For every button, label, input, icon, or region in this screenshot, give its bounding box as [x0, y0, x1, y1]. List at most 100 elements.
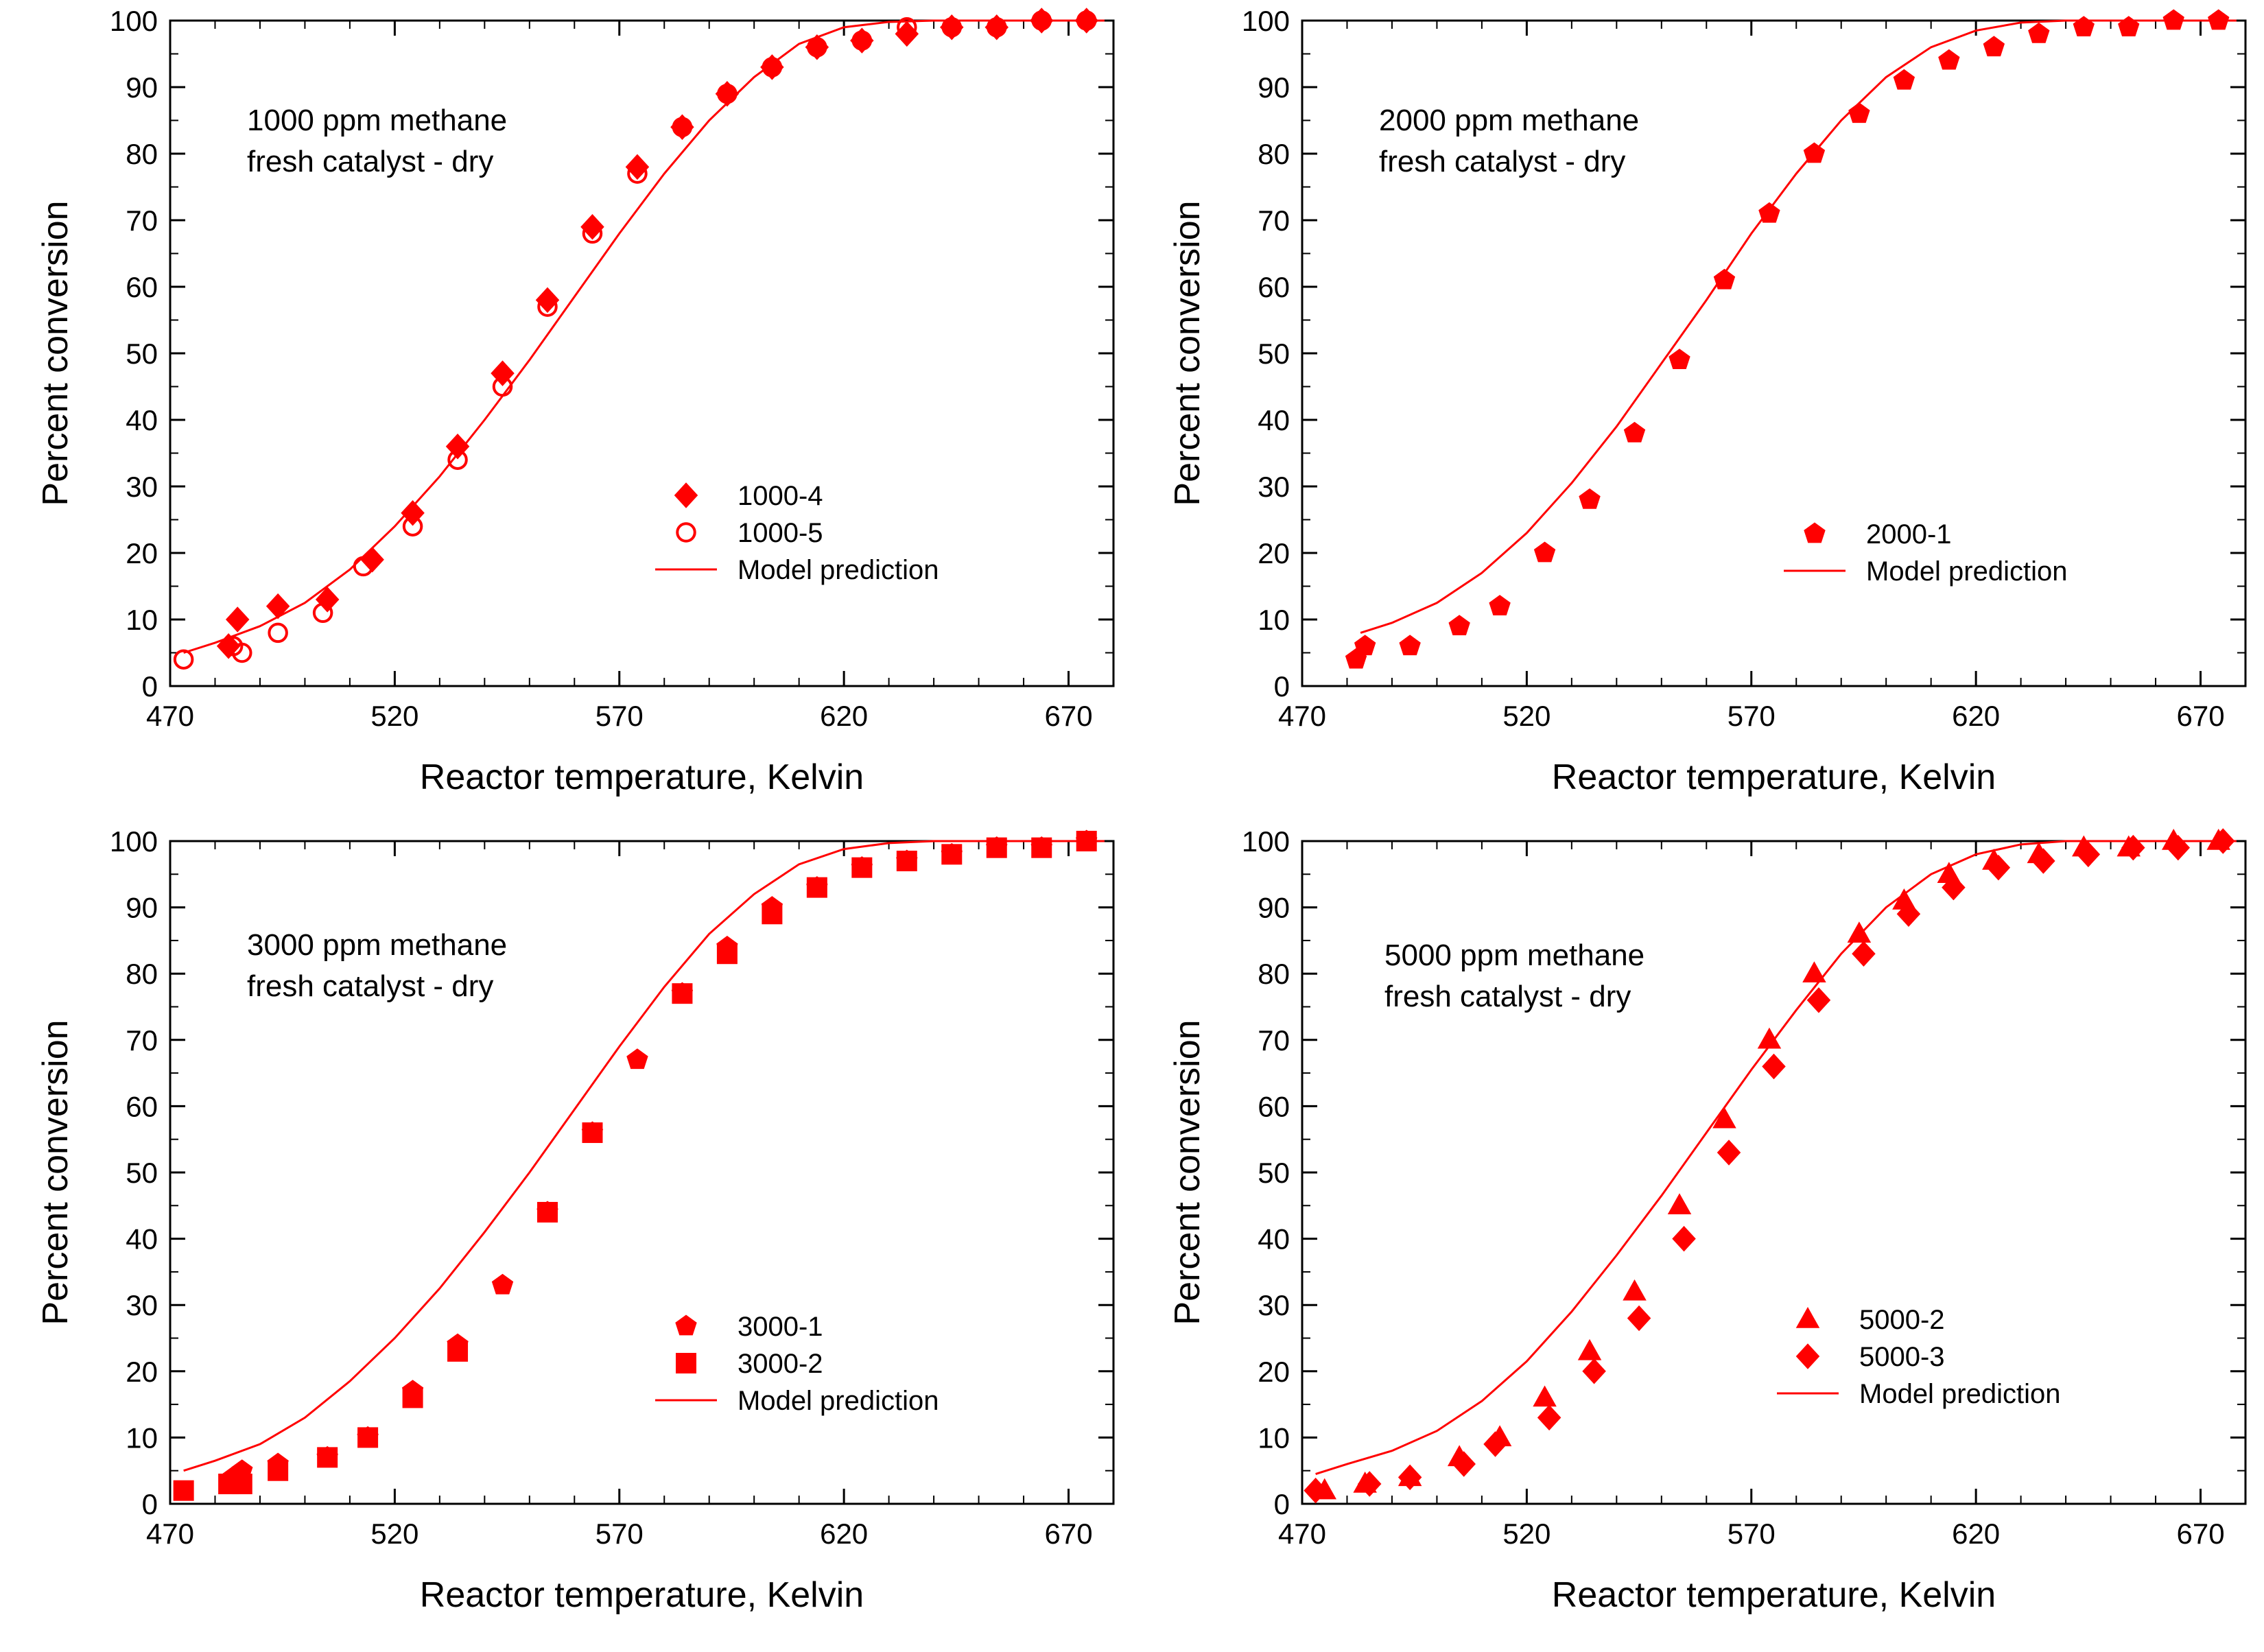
legend-entry-label: 1000-5 — [738, 518, 823, 548]
series-Model prediction — [183, 19, 1105, 654]
data-point — [1483, 1431, 1507, 1457]
x-tick-label: 670 — [1044, 700, 1092, 732]
data-point — [537, 296, 558, 317]
y-axis-label: Percent conversion — [1168, 200, 1207, 506]
y-tick-label: 30 — [1258, 1289, 1290, 1321]
data-point — [491, 1273, 514, 1295]
model-prediction-line — [1315, 840, 2237, 1475]
chart-annotation: fresh catalyst - dry — [1379, 145, 1625, 178]
data-point — [1893, 69, 1915, 90]
x-tick-label: 520 — [370, 1518, 418, 1550]
x-tick-label: 470 — [146, 700, 194, 732]
data-point — [1399, 635, 1421, 656]
data-point — [851, 857, 873, 878]
y-tick-label: 60 — [126, 1090, 158, 1122]
data-point — [312, 602, 333, 624]
data-point — [1717, 1140, 1741, 1166]
data-point — [1983, 36, 2005, 57]
data-point — [447, 1341, 469, 1362]
x-axis-label: Reactor temperature, Kelvin — [420, 1575, 864, 1615]
x-tick-label: 520 — [370, 700, 418, 732]
data-point — [1452, 1451, 1476, 1477]
series-5000-2 — [1312, 829, 2230, 1500]
x-tick-label: 470 — [146, 1518, 194, 1550]
legend-entry-label: 3000-1 — [738, 1312, 823, 1342]
y-tick-label: 70 — [126, 1024, 158, 1057]
data-point — [2028, 22, 2050, 43]
legend-entry-label: 1000-4 — [738, 481, 823, 511]
data-point — [225, 606, 250, 633]
legend: 2000-1 Model prediction — [1784, 519, 2068, 587]
data-point — [1712, 1107, 1736, 1129]
series-5000-3 — [1304, 828, 2235, 1504]
legend-entry-label: Model prediction — [738, 555, 939, 585]
data-point — [173, 649, 194, 670]
data-point — [1672, 1225, 1696, 1252]
data-point — [1623, 421, 1646, 442]
x-tick-label: 570 — [596, 1518, 644, 1550]
legend-marker — [674, 482, 698, 508]
x-tick-label: 620 — [1952, 1518, 2000, 1550]
y-tick-label: 60 — [1258, 271, 1290, 303]
model-prediction-line — [183, 19, 1105, 654]
y-tick-label: 80 — [126, 958, 158, 990]
data-point — [2076, 841, 2101, 868]
y-axis-label: Percent conversion — [1168, 1019, 1207, 1325]
y-tick-label: 100 — [1242, 5, 1290, 37]
y-tick-label: 90 — [1258, 892, 1290, 924]
x-tick-label: 520 — [1502, 1518, 1550, 1550]
y-tick-label: 10 — [126, 604, 158, 636]
data-point — [1357, 1471, 1382, 1497]
y-tick-label: 0 — [142, 1488, 158, 1520]
y-tick-label: 0 — [1274, 670, 1290, 703]
y-tick-label: 0 — [1274, 1488, 1290, 1520]
data-point — [1762, 1053, 1786, 1080]
y-tick-label: 10 — [1258, 604, 1290, 636]
series-Model prediction — [1315, 840, 2237, 1475]
legend-entry-label: Model prediction — [1859, 1379, 2061, 1409]
data-point — [2073, 16, 2095, 37]
data-point — [173, 1480, 194, 1501]
data-point — [402, 1387, 423, 1408]
y-tick-label: 100 — [110, 5, 158, 37]
y-tick-label: 50 — [126, 1157, 158, 1189]
legend-marker — [1795, 1307, 1820, 1328]
legend-marker — [1804, 522, 1826, 543]
y-tick-label: 70 — [1258, 204, 1290, 237]
model-prediction-line — [183, 840, 1105, 1472]
x-tick-label: 520 — [1502, 700, 1550, 732]
x-tick-label: 620 — [1952, 700, 2000, 732]
data-point — [806, 877, 827, 898]
data-point — [1623, 1279, 1647, 1301]
series-3000-2 — [173, 831, 1097, 1501]
x-tick-label: 570 — [1728, 1518, 1776, 1550]
legend-entry-label: 2000-1 — [1866, 519, 1952, 550]
data-point — [1896, 901, 1921, 928]
chart-annotation: 3000 ppm methane — [247, 928, 507, 962]
data-point — [941, 16, 963, 38]
data-point — [232, 642, 252, 663]
x-axis-label: Reactor temperature, Kelvin — [1552, 1575, 1996, 1615]
y-tick-label: 80 — [1258, 138, 1290, 170]
y-tick-label: 90 — [1258, 71, 1290, 104]
y-tick-label: 20 — [126, 537, 158, 569]
x-axis-label: Reactor temperature, Kelvin — [420, 757, 864, 797]
data-point — [897, 16, 917, 38]
x-tick-label: 470 — [1278, 1518, 1326, 1550]
data-point — [315, 587, 340, 613]
chart-panel-1: 0 10 20 30 40 50 60 70 80 90 100 470 520 570 620 670 Rea… — [36, 5, 1115, 797]
series-Model prediction — [183, 840, 1105, 1472]
chart-annotation: fresh catalyst - dry — [1384, 980, 1631, 1013]
data-point — [582, 223, 603, 244]
y-tick-label: 40 — [126, 1223, 158, 1255]
x-axis-label: Reactor temperature, Kelvin — [1552, 757, 1996, 797]
data-point — [357, 1427, 379, 1448]
data-point — [1848, 102, 1870, 123]
data-point — [1986, 854, 2011, 881]
y-tick-label: 50 — [1258, 1157, 1290, 1189]
y-tick-label: 80 — [1258, 958, 1290, 990]
legend: 3000-1 3000-2 Model prediction — [655, 1312, 939, 1416]
legend-marker — [676, 522, 696, 543]
data-point — [1806, 987, 1831, 1013]
chart-panel-2: 0 10 20 30 40 50 60 70 80 90 100 470 520 570 620 670 Rea… — [1168, 5, 2247, 797]
